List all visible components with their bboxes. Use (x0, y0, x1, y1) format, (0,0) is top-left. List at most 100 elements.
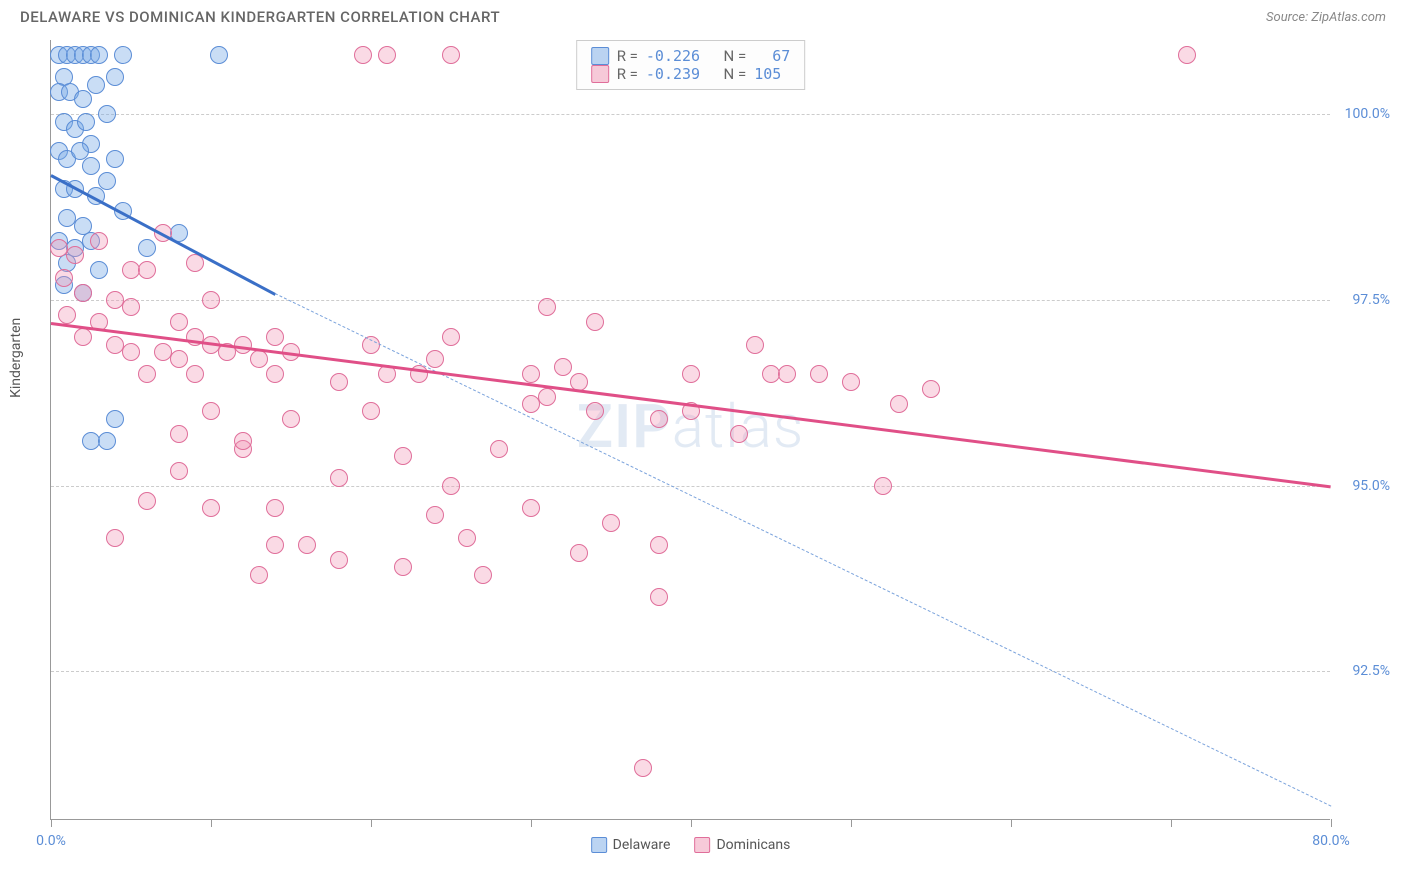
legend-label-dominicans: Dominicans (716, 837, 790, 853)
data-point (98, 105, 116, 123)
data-point (122, 343, 140, 361)
data-point (186, 365, 204, 383)
data-point (170, 350, 188, 368)
data-point (106, 410, 124, 428)
gridline (51, 486, 1330, 487)
swatch-pink-icon (591, 65, 609, 83)
x-tick-label: 0.0% (36, 833, 66, 849)
data-point (66, 246, 84, 264)
data-point (170, 313, 188, 331)
data-point (330, 469, 348, 487)
x-tick (851, 819, 852, 827)
data-point (394, 447, 412, 465)
n-value-dominicans: 105 (754, 65, 781, 83)
data-point (650, 588, 668, 606)
data-point (202, 291, 220, 309)
data-point (202, 402, 220, 420)
data-point (106, 529, 124, 547)
gridline (51, 671, 1330, 672)
n-label-2: N = (724, 65, 747, 83)
data-point (250, 350, 268, 368)
data-point (586, 402, 604, 420)
data-point (650, 410, 668, 428)
r-label-2: R = (617, 65, 638, 83)
data-point (842, 373, 860, 391)
data-point (170, 462, 188, 480)
data-point (106, 68, 124, 86)
data-point (266, 536, 284, 554)
data-point (202, 499, 220, 517)
data-point (74, 284, 92, 302)
data-point (362, 402, 380, 420)
legend-label-delaware: Delaware (613, 837, 671, 853)
data-point (650, 536, 668, 554)
data-point (362, 336, 380, 354)
y-tick-label: 100.0% (1345, 106, 1390, 122)
data-point (538, 298, 556, 316)
data-point (442, 328, 460, 346)
x-tick (691, 819, 692, 827)
data-point (266, 365, 284, 383)
data-point (98, 172, 116, 190)
data-point (330, 373, 348, 391)
r-label: R = (617, 47, 638, 65)
data-point (890, 395, 908, 413)
legend-row-delaware: R = -0.226 N = 67 (591, 47, 791, 65)
data-point (87, 76, 105, 94)
data-point (746, 336, 764, 354)
data-point (98, 432, 116, 450)
x-tick (1011, 819, 1012, 827)
data-point (922, 380, 940, 398)
data-point (170, 425, 188, 443)
x-tick (211, 819, 212, 827)
data-point (90, 261, 108, 279)
trend-line-dashed (275, 293, 1331, 806)
data-point (522, 499, 540, 517)
data-point (122, 298, 140, 316)
legend-item-delaware: Delaware (591, 837, 671, 853)
data-point (490, 440, 508, 458)
data-point (778, 365, 796, 383)
swatch-blue-icon (591, 47, 609, 65)
data-point (874, 477, 892, 495)
x-tick (531, 819, 532, 827)
data-point (138, 492, 156, 510)
x-tick (1331, 819, 1332, 827)
data-point (378, 46, 396, 64)
data-point (114, 46, 132, 64)
data-point (538, 388, 556, 406)
data-point (234, 432, 252, 450)
data-point (810, 365, 828, 383)
data-point (210, 46, 228, 64)
y-tick-label: 95.0% (1352, 478, 1390, 494)
data-point (282, 410, 300, 428)
data-point (106, 150, 124, 168)
series-legend: Delaware Dominicans (591, 837, 791, 853)
data-point (55, 269, 73, 287)
data-point (1178, 46, 1196, 64)
data-point (554, 358, 572, 376)
data-point (234, 336, 252, 354)
n-label: N = (724, 47, 747, 65)
y-tick-label: 92.5% (1352, 663, 1390, 679)
data-point (138, 365, 156, 383)
data-point (442, 46, 460, 64)
correlation-legend: R = -0.226 N = 67 R = -0.239 N = 105 (576, 40, 806, 90)
data-point (82, 157, 100, 175)
chart-title: DELAWARE VS DOMINICAN KINDERGARTEN CORRE… (20, 8, 500, 26)
data-point (730, 425, 748, 443)
x-tick-label: 80.0% (1312, 833, 1350, 849)
watermark: ZIPatlas (577, 390, 805, 461)
data-point (522, 395, 540, 413)
data-point (74, 90, 92, 108)
data-point (458, 529, 476, 547)
legend-item-dominicans: Dominicans (694, 837, 790, 853)
gridline (51, 114, 1330, 115)
data-point (90, 46, 108, 64)
y-tick-label: 97.5% (1352, 292, 1390, 308)
data-point (266, 499, 284, 517)
r-value-dominicans: -0.239 (646, 65, 700, 83)
data-point (602, 514, 620, 532)
swatch-delaware-icon (591, 837, 607, 853)
r-value-delaware: -0.226 (646, 47, 700, 65)
